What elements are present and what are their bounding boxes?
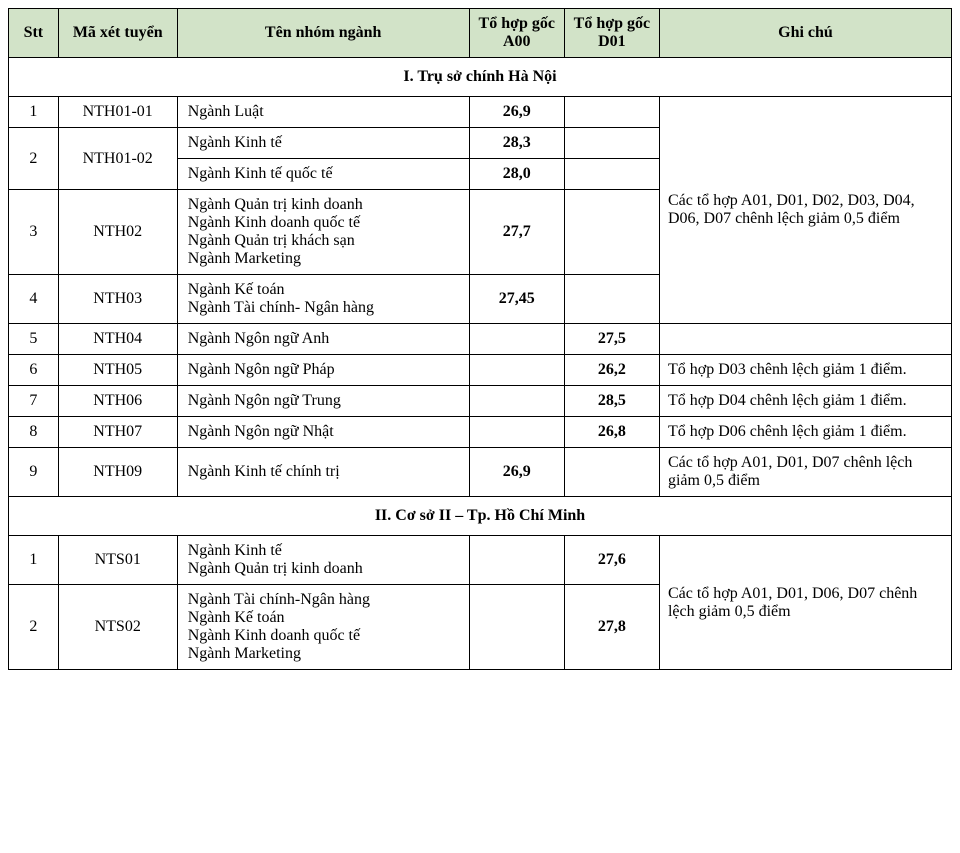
cell-name: Ngành Ngôn ngữ Pháp bbox=[177, 355, 469, 386]
section-2-title: II. Cơ sở II – Tp. Hồ Chí Minh bbox=[9, 497, 952, 536]
cell-note-shared-1: Các tổ hợp A01, D01, D02, D03, D04, D06,… bbox=[659, 97, 951, 324]
name-line: Ngành Tài chính-Ngân hàng bbox=[188, 591, 461, 609]
cell-code: NTS01 bbox=[58, 536, 177, 585]
section-1-title: I. Trụ sở chính Hà Nội bbox=[9, 58, 952, 97]
name-line: Ngành Kế toán bbox=[188, 609, 461, 627]
cell-stt: 6 bbox=[9, 355, 59, 386]
name-line: Ngành Quản trị khách sạn bbox=[188, 232, 461, 250]
cell-note: Các tổ hợp A01, D01, D07 chênh lệch giảm… bbox=[659, 448, 951, 497]
cell-code: NTH02 bbox=[58, 190, 177, 275]
table-row: 7 NTH06 Ngành Ngôn ngữ Trung 28,5 Tổ hợp… bbox=[9, 386, 952, 417]
cell-stt: 5 bbox=[9, 324, 59, 355]
cell-d01 bbox=[564, 448, 659, 497]
cell-d01: 28,5 bbox=[564, 386, 659, 417]
table-row: 1 NTS01 Ngành Kinh tế Ngành Quản trị kin… bbox=[9, 536, 952, 585]
cell-code: NTH07 bbox=[58, 417, 177, 448]
name-line: Ngành Marketing bbox=[188, 645, 461, 663]
cell-stt: 2 bbox=[9, 128, 59, 190]
cell-stt: 4 bbox=[9, 275, 59, 324]
col-header-a00: Tổ hợp gốc A00 bbox=[469, 9, 564, 58]
cell-d01 bbox=[564, 97, 659, 128]
cell-note: Tổ hợp D06 chênh lệch giảm 1 điểm. bbox=[659, 417, 951, 448]
section-1-header: I. Trụ sở chính Hà Nội bbox=[9, 58, 952, 97]
cell-a00: 28,3 bbox=[469, 128, 564, 159]
cell-name: Ngành Kinh tế quốc tế bbox=[177, 159, 469, 190]
cell-stt: 1 bbox=[9, 536, 59, 585]
cell-name: Ngành Ngôn ngữ Trung bbox=[177, 386, 469, 417]
cell-name: Ngành Kinh tế Ngành Quản trị kinh doanh bbox=[177, 536, 469, 585]
section-2-header: II. Cơ sở II – Tp. Hồ Chí Minh bbox=[9, 497, 952, 536]
name-line: Ngành Quản trị kinh doanh bbox=[188, 560, 461, 578]
cell-note-shared-2: Các tổ hợp A01, D01, D06, D07 chênh lệch… bbox=[659, 536, 951, 670]
cell-code: NTH03 bbox=[58, 275, 177, 324]
cell-d01: 26,8 bbox=[564, 417, 659, 448]
col-header-name: Tên nhóm ngành bbox=[177, 9, 469, 58]
cell-name: Ngành Ngôn ngữ Anh bbox=[177, 324, 469, 355]
cell-d01 bbox=[564, 190, 659, 275]
name-line: Ngành Kinh doanh quốc tế bbox=[188, 214, 461, 232]
cell-note: Tổ hợp D03 chênh lệch giảm 1 điểm. bbox=[659, 355, 951, 386]
col-header-stt: Stt bbox=[9, 9, 59, 58]
cell-a00 bbox=[469, 324, 564, 355]
cell-a00: 26,9 bbox=[469, 97, 564, 128]
header-row: Stt Mã xét tuyển Tên nhóm ngành Tổ hợp g… bbox=[9, 9, 952, 58]
cell-code: NTH01-02 bbox=[58, 128, 177, 190]
table-row: 1 NTH01-01 Ngành Luật 26,9 Các tổ hợp A0… bbox=[9, 97, 952, 128]
cell-stt: 3 bbox=[9, 190, 59, 275]
cell-d01: 27,5 bbox=[564, 324, 659, 355]
cell-a00 bbox=[469, 536, 564, 585]
cell-stt: 2 bbox=[9, 585, 59, 670]
name-line: Ngành Marketing bbox=[188, 250, 461, 268]
col-header-code: Mã xét tuyển bbox=[58, 9, 177, 58]
cell-a00: 27,7 bbox=[469, 190, 564, 275]
cell-name: Ngành Ngôn ngữ Nhật bbox=[177, 417, 469, 448]
col-header-d01: Tổ hợp gốc D01 bbox=[564, 9, 659, 58]
cell-a00: 27,45 bbox=[469, 275, 564, 324]
cell-stt: 9 bbox=[9, 448, 59, 497]
name-line: Ngành Kinh doanh quốc tế bbox=[188, 627, 461, 645]
cell-name: Ngành Tài chính-Ngân hàng Ngành Kế toán … bbox=[177, 585, 469, 670]
cell-name: Ngành Luật bbox=[177, 97, 469, 128]
cell-stt: 7 bbox=[9, 386, 59, 417]
cell-a00: 26,9 bbox=[469, 448, 564, 497]
table-row: 8 NTH07 Ngành Ngôn ngữ Nhật 26,8 Tổ hợp … bbox=[9, 417, 952, 448]
cell-d01 bbox=[564, 159, 659, 190]
cell-code: NTH01-01 bbox=[58, 97, 177, 128]
cell-name: Ngành Kế toán Ngành Tài chính- Ngân hàng bbox=[177, 275, 469, 324]
cell-d01: 27,6 bbox=[564, 536, 659, 585]
cell-stt: 1 bbox=[9, 97, 59, 128]
cell-a00 bbox=[469, 386, 564, 417]
cell-code: NTH04 bbox=[58, 324, 177, 355]
cell-d01 bbox=[564, 128, 659, 159]
cell-a00: 28,0 bbox=[469, 159, 564, 190]
cell-d01 bbox=[564, 275, 659, 324]
cell-stt: 8 bbox=[9, 417, 59, 448]
cell-name: Ngành Kinh tế bbox=[177, 128, 469, 159]
name-line: Ngành Tài chính- Ngân hàng bbox=[188, 299, 461, 317]
cell-code: NTH06 bbox=[58, 386, 177, 417]
col-header-note: Ghi chú bbox=[659, 9, 951, 58]
name-line: Ngành Quản trị kinh doanh bbox=[188, 196, 461, 214]
name-line: Ngành Kế toán bbox=[188, 281, 461, 299]
admission-table: Stt Mã xét tuyển Tên nhóm ngành Tổ hợp g… bbox=[8, 8, 952, 670]
cell-note: Tổ hợp D04 chênh lệch giảm 1 điểm. bbox=[659, 386, 951, 417]
table-row: 5 NTH04 Ngành Ngôn ngữ Anh 27,5 bbox=[9, 324, 952, 355]
table-row: 6 NTH05 Ngành Ngôn ngữ Pháp 26,2 Tổ hợp … bbox=[9, 355, 952, 386]
cell-a00 bbox=[469, 585, 564, 670]
table-row: 9 NTH09 Ngành Kinh tế chính trị 26,9 Các… bbox=[9, 448, 952, 497]
cell-code: NTH09 bbox=[58, 448, 177, 497]
cell-d01: 27,8 bbox=[564, 585, 659, 670]
cell-note bbox=[659, 324, 951, 355]
cell-a00 bbox=[469, 417, 564, 448]
name-line: Ngành Kinh tế bbox=[188, 542, 461, 560]
cell-a00 bbox=[469, 355, 564, 386]
cell-name: Ngành Quản trị kinh doanh Ngành Kinh doa… bbox=[177, 190, 469, 275]
cell-d01: 26,2 bbox=[564, 355, 659, 386]
cell-code: NTS02 bbox=[58, 585, 177, 670]
cell-code: NTH05 bbox=[58, 355, 177, 386]
cell-name: Ngành Kinh tế chính trị bbox=[177, 448, 469, 497]
